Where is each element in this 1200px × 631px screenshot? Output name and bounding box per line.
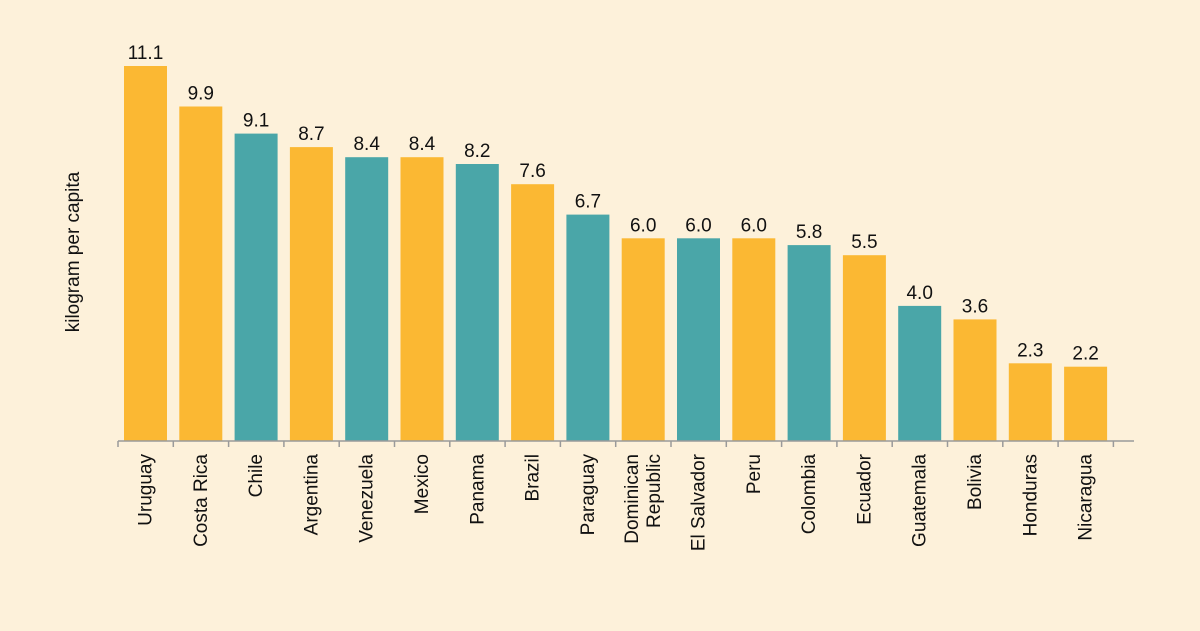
- category-label-paraguay: Paraguay: [578, 454, 599, 536]
- category-label-text: Bolivia: [965, 454, 986, 510]
- value-label-nicaragua: 2.2: [1072, 344, 1098, 365]
- x-axis: [117, 440, 1134, 447]
- value-label-costa-rica: 9.9: [188, 84, 214, 105]
- value-label-uruguay: 11.1: [128, 43, 164, 64]
- category-label-bolivia: Bolivia: [965, 454, 986, 510]
- category-label-text: Honduras: [1020, 454, 1041, 536]
- bar-colombia: [787, 245, 831, 441]
- bar-honduras: [1008, 363, 1052, 441]
- bar-ecuador: [842, 255, 886, 441]
- category-label-el-salvador: El Salvador: [689, 453, 710, 551]
- bar-el-salvador: [677, 238, 720, 441]
- category-label-brazil: Brazil: [523, 454, 544, 502]
- category-label-dominican-republic: Dominican Republic: [622, 454, 665, 544]
- value-label-peru: 6.0: [741, 215, 767, 236]
- category-label-venezuela: Venezuela: [357, 454, 378, 543]
- value-label-dominican-republic: 6.0: [630, 215, 656, 236]
- category-label-text: Mexico: [412, 454, 433, 514]
- bar-venezuela: [345, 157, 389, 441]
- category-label-text: Costa Rica: [191, 454, 212, 547]
- category-label-colombia: Colombia: [799, 454, 820, 535]
- category-label-costa-rica: Costa Rica: [191, 454, 212, 547]
- value-label-chile: 9.1: [243, 111, 269, 132]
- value-label-panama: 8.2: [464, 141, 490, 162]
- value-label-argentina: 8.7: [298, 124, 324, 145]
- category-label-text: El Salvador: [689, 453, 710, 551]
- category-labels-group: Uruguay Costa Rica Chile Argentina Venezuela…: [136, 453, 1097, 551]
- value-label-paraguay: 6.7: [575, 192, 601, 213]
- category-label-text: Peru: [744, 454, 765, 494]
- bar-guatemala: [898, 305, 942, 441]
- bar-peru: [732, 238, 776, 441]
- value-label-colombia: 5.8: [796, 222, 822, 243]
- category-label-argentina: Argentina: [301, 454, 322, 536]
- bar-dominican-republic: [621, 238, 665, 441]
- category-label-text: Venezuela: [357, 454, 378, 543]
- category-label-ecuador: Ecuador: [854, 453, 875, 524]
- category-label-nicaragua: Nicaragua: [1076, 454, 1097, 541]
- category-label-guatemala: Guatemala: [910, 454, 931, 547]
- category-label-text: Republic: [644, 454, 665, 528]
- bar-panama: [455, 164, 499, 441]
- bar-argentina: [289, 147, 333, 441]
- value-label-mexico: 8.4: [409, 134, 436, 155]
- category-label-text: Argentina: [301, 454, 322, 536]
- bar-bolivia: [953, 319, 997, 441]
- category-label-text: Colombia: [799, 454, 820, 535]
- category-label-text: Uruguay: [136, 454, 157, 526]
- bar-nicaragua: [1064, 366, 1108, 441]
- category-label-text: Chile: [246, 454, 267, 497]
- category-label-peru: Peru: [744, 454, 765, 494]
- value-label-guatemala: 4.0: [906, 283, 932, 304]
- value-label-bolivia: 3.6: [962, 296, 988, 317]
- category-label-panama: Panama: [467, 454, 488, 525]
- value-label-honduras: 2.3: [1017, 340, 1043, 361]
- value-labels-group: 11.1 9.9 9.1 8.7 8.4 8.4 8.2 7.6 6.7 6.0 6.0 6.0 5.8…: [128, 43, 1099, 365]
- bar-uruguay: [124, 66, 167, 441]
- category-label-text: Nicaragua: [1076, 454, 1097, 541]
- category-label-text: Ecuador: [854, 453, 875, 524]
- bar-chile: [234, 133, 278, 441]
- value-label-el-salvador: 6.0: [685, 215, 711, 236]
- value-label-venezuela: 8.4: [353, 134, 380, 155]
- category-label-honduras: Honduras: [1020, 454, 1041, 536]
- value-label-ecuador: 5.5: [851, 232, 877, 253]
- category-label-text: Paraguay: [578, 454, 599, 536]
- category-label-mexico: Mexico: [412, 454, 433, 514]
- category-label-text: Brazil: [523, 454, 544, 502]
- category-label-text: Guatemala: [910, 454, 931, 547]
- bars-group: [124, 66, 1108, 441]
- category-label-text: Panama: [467, 454, 488, 525]
- value-label-brazil: 7.6: [519, 161, 545, 182]
- y-axis-title: kilogram per capita: [63, 171, 84, 332]
- bar-mexico: [400, 157, 444, 441]
- category-label-text: Dominican: [622, 454, 643, 544]
- bar-costa-rica: [179, 106, 223, 441]
- category-label-uruguay: Uruguay: [136, 454, 157, 526]
- bar-brazil: [511, 184, 555, 441]
- bar-paraguay: [566, 214, 610, 441]
- category-label-chile: Chile: [246, 454, 267, 497]
